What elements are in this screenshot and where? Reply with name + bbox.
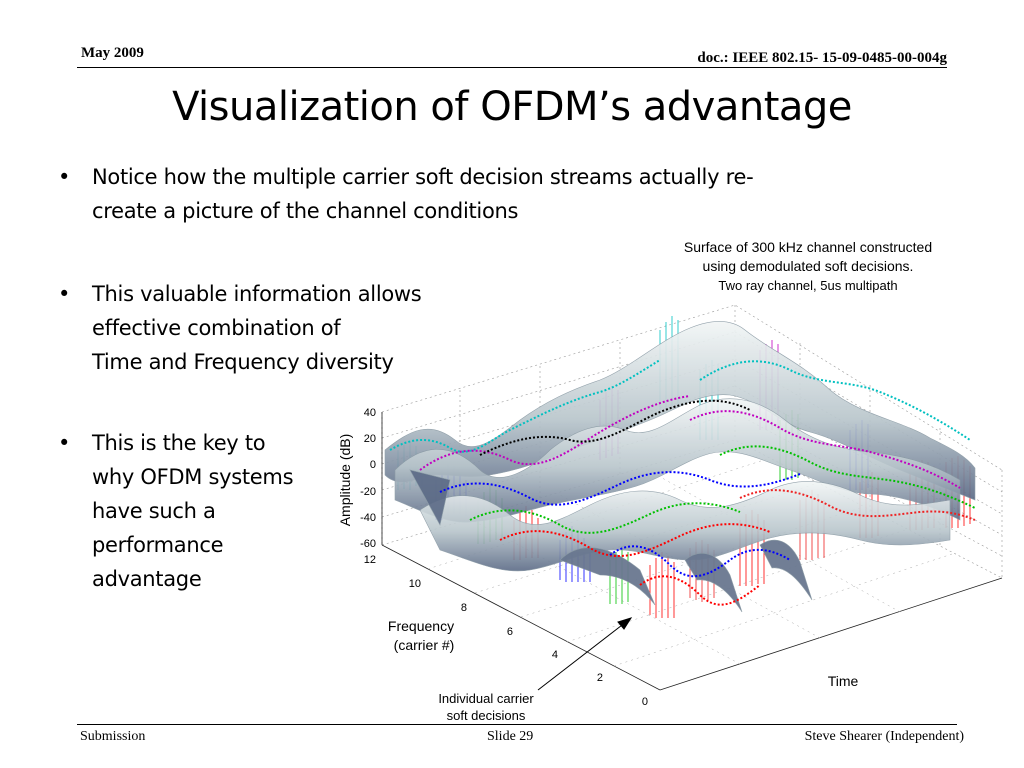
frequency-label-line-1: Frequency <box>388 618 454 634</box>
figure-caption: Surface of 300 kHz channel constructed u… <box>640 238 976 295</box>
z-axis: 40 20 0 -20 -40 -60 <box>360 407 383 550</box>
slide-title: Visualization of OFDM’s advantage <box>172 84 852 130</box>
bullet-3: • This is the key to why OFDM systems ha… <box>58 426 294 596</box>
z-tick: -20 <box>360 486 376 498</box>
bullet-symbol: • <box>58 282 71 306</box>
bullet-symbol: • <box>58 431 71 455</box>
bullet-2-line-1: This valuable information allows <box>92 282 422 306</box>
footer-left: Submission <box>80 729 146 744</box>
bullet-3-line-3: have such a <box>92 499 216 523</box>
figure-caption-line-1: Surface of 300 kHz channel constructed <box>683 239 933 255</box>
freq-tick: 2 <box>597 672 603 684</box>
freq-tick: 12 <box>364 554 376 566</box>
z-tick: -60 <box>360 538 376 550</box>
bullet-3-line-1: This is the key to <box>92 431 266 455</box>
bullet-1-line-2: create a picture of the channel conditio… <box>92 199 519 223</box>
freq-tick: 6 <box>507 626 513 638</box>
time-axis-label: Time <box>828 673 859 689</box>
header-date: May 2009 <box>81 45 144 61</box>
bullet-3-line-2: why OFDM systems <box>92 465 294 489</box>
bullet-2-line-3: Time and Frequency diversity <box>92 350 394 374</box>
footer-author: Steve Shearer (Independent) <box>804 729 964 744</box>
soft-decision-curves <box>389 359 976 606</box>
freq-tick: 8 <box>461 602 467 614</box>
frequency-label-line-2: (carrier #) <box>394 637 455 653</box>
z-tick: -40 <box>360 512 376 524</box>
freq-tick: 0 <box>642 696 648 708</box>
annotation-arrow <box>537 617 633 691</box>
header-divider <box>77 67 947 68</box>
channel-surface <box>384 321 976 613</box>
annotation-line-1: Individual carrier <box>438 691 534 706</box>
freq-tick: 4 <box>552 649 558 661</box>
z-tick: 40 <box>364 407 376 419</box>
freq-tick: 10 <box>409 578 421 590</box>
z-tick: 0 <box>370 459 376 471</box>
z-axis-label: Amplitude (dB) <box>337 434 353 527</box>
frequency-axis: 12 10 8 6 4 2 0 <box>364 554 648 708</box>
footer-divider <box>77 724 957 725</box>
bullet-2: • This valuable information allows effec… <box>58 277 422 379</box>
figure-caption-line-3: Two ray channel, 5us multipath <box>718 278 898 293</box>
annotation-line-2: soft decisions <box>447 708 526 723</box>
bullet-1: • Notice how the multiple carrier soft d… <box>58 160 754 228</box>
figure-caption-line-2: using demodulated soft decisions. <box>702 258 914 274</box>
bullet-3-line-5: advantage <box>92 567 202 591</box>
bullet-1-line-1: Notice how the multiple carrier soft dec… <box>92 165 754 189</box>
plot-floor-edges <box>381 544 1003 691</box>
bullet-3-line-4: performance <box>92 533 224 557</box>
z-tick: 20 <box>364 433 376 445</box>
footer-slide-number: Slide 29 <box>487 729 534 744</box>
bullet-2-line-2: effective combination of <box>92 316 341 340</box>
header-doc-id: doc.: IEEE 802.15- 15-09-0485-00-004g <box>697 50 947 66</box>
bullet-symbol: • <box>58 165 71 189</box>
